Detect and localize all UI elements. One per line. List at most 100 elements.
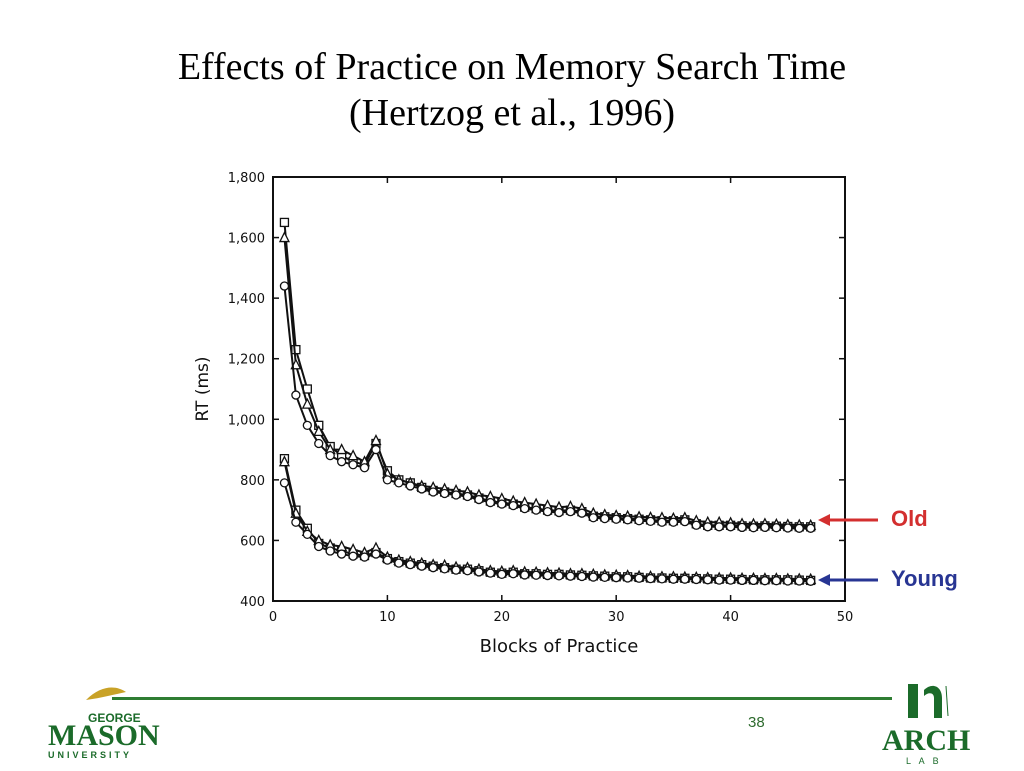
- data-point-young-circle: [371, 549, 381, 559]
- data-point-old-triangle: [301, 397, 313, 409]
- data-point-young-circle: [462, 566, 473, 576]
- x-tick-label: 10: [379, 610, 396, 625]
- data-point-old-circle: [668, 517, 679, 527]
- data-point-young-circle: [554, 571, 564, 581]
- data-point-old-circle: [554, 507, 564, 518]
- data-point-old-circle: [382, 475, 393, 485]
- data-point-young-circle: [302, 529, 312, 540]
- data-point-old-circle: [714, 522, 724, 532]
- data-point-young-triangle: [278, 455, 290, 467]
- arch-icon: [908, 684, 949, 718]
- data-point-old-circle: [691, 520, 701, 530]
- data-point-old-circle: [497, 499, 507, 509]
- data-point-old-circle: [588, 513, 598, 523]
- data-point-old-square: [291, 344, 301, 355]
- data-point-young-circle: [325, 546, 335, 556]
- data-point-old-circle: [451, 490, 461, 500]
- data-point-old-circle: [748, 523, 759, 533]
- x-axis-label: Blocks of Practice: [480, 636, 639, 655]
- data-point-young-circle: [520, 570, 530, 580]
- data-point-old-circle: [565, 507, 576, 517]
- data-point-old-circle: [542, 507, 553, 517]
- data-point-young-circle: [542, 570, 553, 581]
- data-point-young-circle: [806, 576, 816, 586]
- x-tick-label: 0: [269, 610, 277, 625]
- series-line-old-circle: [283, 285, 811, 530]
- data-point-old-triangle: [336, 443, 348, 455]
- data-point-young-circle: [474, 567, 484, 577]
- old-label: Old: [891, 506, 928, 531]
- data-point-old-circle: [760, 522, 770, 533]
- page-number: 38: [748, 714, 765, 731]
- data-point-old-circle: [645, 516, 656, 526]
- data-point-young-circle: [680, 574, 690, 584]
- data-point-young-circle: [725, 575, 736, 585]
- data-point-young-circle: [748, 575, 759, 586]
- data-point-young-circle: [314, 541, 324, 552]
- data-point-young-circle: [691, 574, 701, 585]
- data-point-old-circle: [783, 523, 793, 533]
- data-point-young-circle: [771, 576, 782, 586]
- series-line-old-square: [283, 222, 811, 528]
- data-point-young-circle: [577, 571, 587, 582]
- x-tick-label: 40: [722, 610, 739, 625]
- y-tick-label: 1,600: [228, 232, 265, 247]
- data-point-old-circle: [371, 444, 381, 455]
- data-point-old-triangle: [347, 449, 359, 461]
- data-point-young-circle: [428, 563, 438, 573]
- svg-text:ARCH: ARCH: [882, 724, 970, 757]
- data-point-young-circle: [451, 565, 461, 575]
- data-point-old-circle: [703, 522, 713, 532]
- data-point-old-circle: [302, 420, 312, 430]
- data-point-old-circle: [577, 508, 587, 518]
- y-tick-label: 1,400: [228, 292, 265, 307]
- y-tick-label: 1,000: [228, 413, 265, 428]
- y-tick-label: 1,200: [228, 353, 265, 368]
- data-point-young-circle: [794, 576, 804, 586]
- y-axis-label: RT (ms): [193, 356, 213, 421]
- george-mason-logo: GEORGE MASON UNIVERSITY: [46, 680, 166, 765]
- svg-text:GEORGE: GEORGE: [88, 711, 141, 725]
- data-point-old-circle: [634, 516, 644, 526]
- data-point-old-circle: [508, 500, 518, 511]
- data-point-young-circle: [783, 576, 793, 586]
- data-point-old-circle: [680, 517, 690, 527]
- data-point-young-circle: [359, 552, 370, 562]
- data-point-old-circle: [417, 484, 427, 494]
- data-point-old-circle: [462, 491, 473, 502]
- y-tick-label: 400: [240, 595, 265, 610]
- x-tick-label: 50: [837, 610, 854, 625]
- plot-frame: [272, 176, 846, 602]
- data-point-old-circle: [806, 523, 816, 533]
- data-point-old-circle: [531, 505, 541, 515]
- data-point-young-circle: [611, 573, 621, 583]
- data-point-young-circle: [565, 571, 576, 581]
- data-point-old-circle: [600, 513, 610, 524]
- data-point-old-circle: [359, 463, 370, 473]
- data-point-old-circle: [279, 281, 290, 291]
- title-line-1: Effects of Practice on Memory Search Tim…: [177, 46, 847, 88]
- old-arrow: [818, 514, 878, 526]
- data-point-young-circle: [714, 575, 724, 585]
- leaf-icon: [86, 687, 126, 700]
- data-point-young-circle: [508, 569, 518, 579]
- data-point-young-circle: [405, 560, 415, 570]
- x-tick-label: 30: [608, 610, 625, 625]
- data-point-old-circle: [314, 438, 324, 449]
- data-point-young-circle: [417, 561, 427, 571]
- y-tick-label: 1,800: [228, 171, 265, 186]
- data-point-old-circle: [611, 514, 621, 524]
- data-point-old-square: [279, 217, 290, 228]
- data-point-old-circle: [405, 481, 415, 491]
- svg-text:L A B: L A B: [906, 756, 942, 766]
- data-point-young-circle: [394, 558, 404, 568]
- arch-lab-logo: ARCH L A B: [880, 680, 990, 771]
- data-point-old-circle: [771, 523, 782, 533]
- data-point-old-triangle: [313, 424, 325, 437]
- data-point-old-triangle: [278, 231, 290, 243]
- y-tick-label: 800: [240, 474, 265, 489]
- data-point-old-circle: [291, 390, 301, 400]
- data-point-old-circle: [336, 457, 347, 467]
- data-point-old-circle: [794, 523, 804, 533]
- data-point-young-circle: [279, 478, 290, 488]
